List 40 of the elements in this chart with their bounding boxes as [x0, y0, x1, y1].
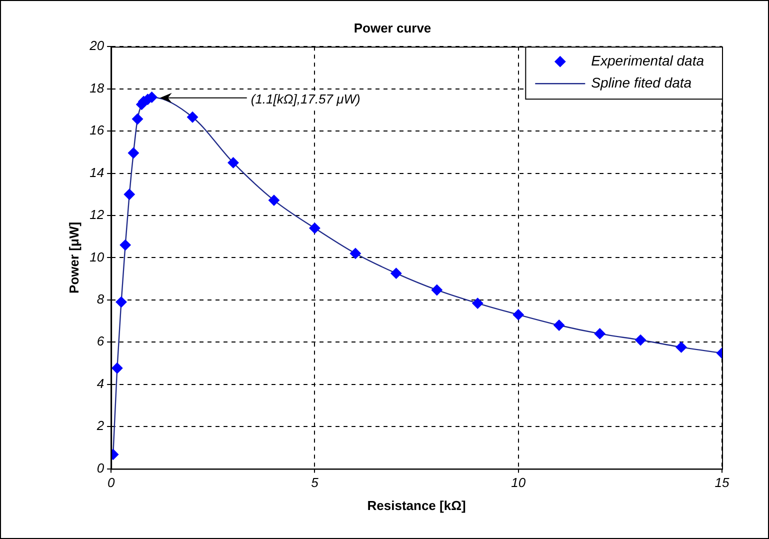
- point: [512, 309, 524, 320]
- y-tick-label: 0: [96, 460, 105, 476]
- point: [594, 328, 606, 340]
- point: [676, 342, 687, 353]
- x-tick-label: 10: [511, 475, 526, 490]
- annotation: (1.1[kΩ],17.57 μW): [250, 92, 360, 107]
- y-tick-label: 2: [96, 418, 105, 434]
- y-tick-label: 20: [88, 38, 105, 54]
- point: [390, 268, 402, 279]
- chart-title: Power curve: [354, 20, 432, 36]
- y-tick-label: 8: [96, 292, 105, 307]
- point: [228, 157, 239, 168]
- point: [187, 112, 198, 123]
- point: [132, 114, 144, 125]
- x-axis-title: Resistance [kΩ]: [367, 498, 466, 513]
- y-tick-label: 4: [96, 376, 104, 391]
- point: [268, 194, 280, 206]
- y-tick-label: 10: [90, 249, 105, 264]
- point: [472, 298, 484, 309]
- y-tick-label: 16: [90, 122, 105, 138]
- y-tick-label: 14: [90, 164, 104, 180]
- x-tick-label: 15: [714, 475, 730, 490]
- point: [116, 296, 127, 308]
- x-tick-label: 0: [107, 475, 116, 490]
- point: [124, 188, 135, 200]
- point: [128, 147, 139, 158]
- point: [635, 334, 646, 346]
- y-axis-title: Power [μW]: [66, 222, 82, 294]
- point: [350, 248, 361, 259]
- point: [309, 222, 320, 234]
- legend-label: Experimental data: [591, 52, 704, 68]
- point: [120, 240, 131, 251]
- y-tick-label: 18: [90, 80, 105, 96]
- y-tick-label: 12: [90, 207, 105, 222]
- point: [431, 284, 442, 296]
- point: [112, 362, 123, 374]
- y-tick-label: 6: [96, 334, 105, 349]
- x-tick-label: 5: [311, 475, 320, 490]
- point: [554, 320, 565, 331]
- legend-label: Spline fited data: [591, 74, 692, 90]
